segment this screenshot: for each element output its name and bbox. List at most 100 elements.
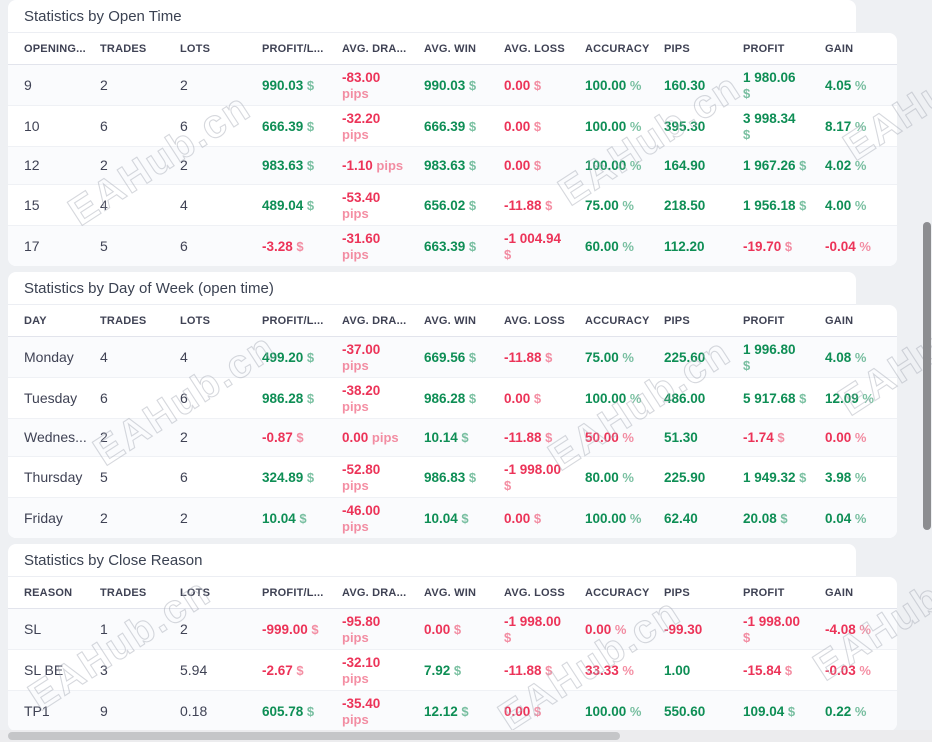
cell-unit: %	[626, 703, 642, 719]
cell-text: Friday	[24, 509, 63, 526]
column-header-pips[interactable]: PIPS	[656, 33, 735, 65]
cell-unit: $	[795, 158, 807, 173]
column-header-lots[interactable]: LOTS	[172, 577, 254, 609]
cell-value: 4.05 %	[825, 77, 867, 93]
cell-text: 6	[180, 237, 188, 254]
column-header-accuracy[interactable]: ACCURACY	[577, 305, 656, 337]
cell-text: 5.94	[180, 661, 208, 678]
cell-value: -1 998.00 $	[504, 614, 569, 645]
cell-unit: $	[504, 247, 512, 262]
cell-unit: %	[626, 510, 642, 526]
cell-unit: %	[851, 158, 867, 173]
table-cell: 0.00 $	[496, 65, 577, 106]
column-header-accuracy[interactable]: ACCURACY	[577, 577, 656, 609]
column-header-avg-win[interactable]: AVG. WIN	[416, 33, 496, 65]
cell-value: -35.40 pips	[342, 696, 408, 727]
table-cell: 75.00 %	[577, 185, 656, 226]
table-cell: -46.00 pips	[334, 498, 416, 539]
table-cell: 4	[92, 337, 172, 378]
column-header-reason[interactable]: REASON	[8, 577, 92, 609]
cell-value: 225.90	[664, 469, 706, 485]
row-label-cell: 10	[8, 106, 92, 147]
cell-unit: $	[465, 469, 477, 485]
table-cell: 1	[92, 609, 172, 650]
table-cell: -11.88 $	[496, 650, 577, 691]
cell-value: -15.84 $	[743, 662, 793, 678]
cell-text: 6	[180, 117, 188, 134]
table-row: 10 6 6 666.39 $ -32.20 pips 666.39 $ 0.00 $ 100.…	[8, 105, 897, 147]
table-cell: 1 980.06 $	[735, 65, 817, 106]
column-header-gain[interactable]: GAIN	[817, 305, 897, 337]
column-header-pips[interactable]: PIPS	[656, 577, 735, 609]
table-cell: -32.20 pips	[334, 106, 416, 147]
table-cell: -11.88 $	[496, 185, 577, 226]
table-cell: -32.10 pips	[334, 650, 416, 691]
table-cell: 0.00 %	[817, 419, 897, 457]
column-header-lots[interactable]: LOTS	[172, 305, 254, 337]
column-header-profit[interactable]: PROFIT	[735, 305, 817, 337]
table-cell: 663.39 $	[416, 226, 496, 267]
table-cell: 100.00 %	[577, 106, 656, 147]
cell-value: -11.88 $	[504, 430, 553, 445]
table-cell: 395.30	[656, 106, 735, 147]
column-header-avg-dra[interactable]: AVG. DRA...	[334, 33, 416, 65]
cell-value: -46.00 pips	[342, 503, 408, 534]
column-header-pips[interactable]: PIPS	[656, 305, 735, 337]
column-header-opening[interactable]: OPENING...	[8, 33, 92, 65]
cell-text: 4	[180, 196, 188, 213]
column-header-gain[interactable]: GAIN	[817, 577, 897, 609]
table-cell: 0.00 %	[577, 609, 656, 650]
column-header-trades[interactable]: TRADES	[92, 577, 172, 609]
column-header-profit[interactable]: PROFIT	[735, 33, 817, 65]
horizontal-scrollbar-thumb[interactable]	[8, 732, 620, 740]
cell-text: 5	[100, 468, 108, 485]
table-cell: 12.12 $	[416, 691, 496, 732]
cell-text: 5	[100, 237, 108, 254]
column-header-lots[interactable]: LOTS	[172, 33, 254, 65]
vertical-scrollbar-thumb[interactable]	[923, 222, 931, 530]
section-day-of-week: Statistics by Day of Week (open time) DAY…	[8, 272, 897, 538]
cell-unit: $	[776, 510, 788, 526]
cell-value: -0.04 %	[825, 238, 871, 254]
cell-text: SL BE	[24, 661, 64, 678]
column-header-profit-l[interactable]: PROFIT/L...	[254, 305, 334, 337]
cell-unit: $	[743, 86, 751, 101]
stats-table-close-reason: REASON TRADES LOTS PROFIT/L... AVG. DRA... AV…	[8, 577, 897, 731]
cell-unit: %	[611, 621, 627, 637]
table-cell: 51.30	[656, 419, 735, 457]
table-cell: 4	[172, 337, 254, 378]
column-header-avg-dra[interactable]: AVG. DRA...	[334, 305, 416, 337]
table-row: SL BE 3 5.94 -2.67 $ -32.10 pips 7.92 $ -11.88 …	[8, 649, 897, 691]
column-header-avg-loss[interactable]: AVG. LOSS	[496, 577, 577, 609]
column-header-profit-l[interactable]: PROFIT/L...	[254, 33, 334, 65]
cell-unit: $	[465, 158, 477, 173]
column-header-avg-loss[interactable]: AVG. LOSS	[496, 33, 577, 65]
cell-text: 2	[180, 76, 188, 93]
column-header-profit-l[interactable]: PROFIT/L...	[254, 577, 334, 609]
column-header-profit[interactable]: PROFIT	[735, 577, 817, 609]
cell-value: -52.80 pips	[342, 462, 408, 493]
column-header-avg-win[interactable]: AVG. WIN	[416, 577, 496, 609]
column-header-avg-loss[interactable]: AVG. LOSS	[496, 305, 577, 337]
column-header-day[interactable]: DAY	[8, 305, 92, 337]
cell-unit: $	[465, 238, 477, 254]
cell-unit: %	[851, 703, 867, 719]
horizontal-scrollbar[interactable]	[0, 730, 932, 742]
column-header-avg-win[interactable]: AVG. WIN	[416, 305, 496, 337]
cell-text: TP1	[24, 702, 50, 719]
row-label-cell: 15	[8, 185, 92, 226]
cell-unit: $	[465, 77, 477, 93]
column-header-trades[interactable]: TRADES	[92, 33, 172, 65]
table-cell: 20.08 $	[735, 498, 817, 539]
cell-value: 12.09 %	[825, 390, 874, 406]
table-cell: 10.04 $	[416, 498, 496, 539]
column-header-accuracy[interactable]: ACCURACY	[577, 33, 656, 65]
table-cell: 0.00 $	[496, 691, 577, 732]
column-header-trades[interactable]: TRADES	[92, 305, 172, 337]
cell-value: -0.03 %	[825, 662, 871, 678]
column-header-gain[interactable]: GAIN	[817, 33, 897, 65]
column-header-avg-dra[interactable]: AVG. DRA...	[334, 577, 416, 609]
cell-value: 0.00 $	[504, 703, 542, 719]
cell-unit: $	[303, 703, 315, 719]
table-cell: 8.17 %	[817, 106, 897, 147]
